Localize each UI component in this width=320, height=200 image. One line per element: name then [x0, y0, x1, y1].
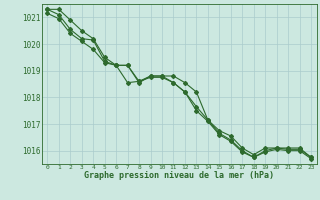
X-axis label: Graphe pression niveau de la mer (hPa): Graphe pression niveau de la mer (hPa) [84, 171, 274, 180]
